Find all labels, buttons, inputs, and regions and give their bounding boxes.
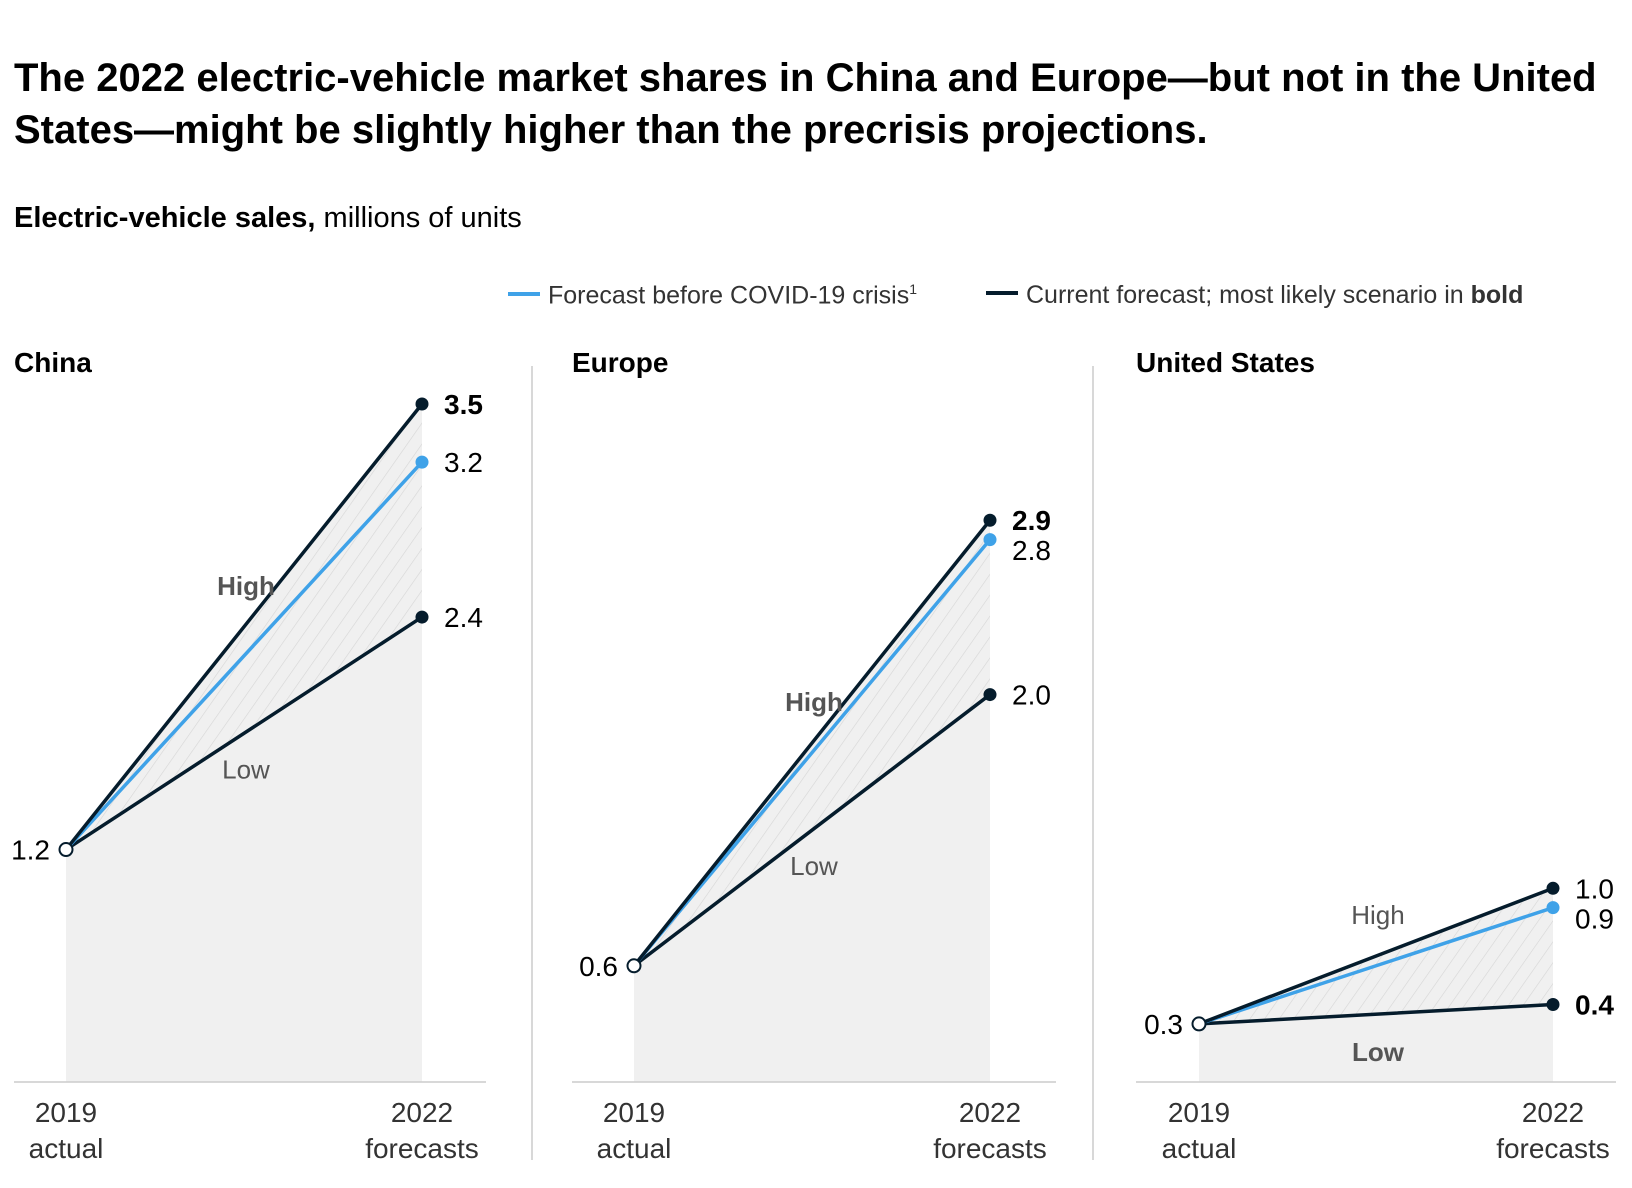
data-label-start: 0.6 [579,951,618,982]
point-low-2022 [415,610,429,624]
data-label-start: 0.3 [1144,1009,1183,1040]
x-tick-label: actual [597,1133,672,1164]
point-high-2022 [415,397,429,411]
point-high-2022 [983,513,997,527]
x-tick-label: 2019 [603,1097,665,1128]
legend-label-bold: bold [1470,281,1524,309]
x-tick-label: forecasts [365,1133,479,1164]
x-tick-label: 2022 [1522,1097,1584,1128]
series-line-precrisis [64,460,424,852]
legend-item-precrisis: Forecast before COVID-19 crisis1 [508,281,917,310]
annotation-low: Low [1352,1037,1405,1067]
data-label-precrisis: 3.2 [444,447,483,478]
point-start-2019 [58,842,74,858]
data-label-precrisis: 0.9 [1575,903,1614,934]
annotation-high: High [785,687,843,717]
subtitle-bold: Electric-vehicle sales, [14,202,316,234]
series-line-high [64,402,424,852]
legend-label-precrisis: Forecast before COVID-19 crisis [548,281,910,310]
data-label-current-low: 0.4 [1575,990,1614,1021]
annotation-low: Low [222,754,270,784]
data-label-current-low: 2.0 [1012,680,1051,711]
point-high-2022 [1546,881,1560,895]
data-label-precrisis: 2.8 [1012,535,1051,566]
panel-title: Europe [572,347,668,378]
x-tick-label: actual [29,1133,104,1164]
chart-title: The 2022 electric-vehicle market shares … [14,56,1597,152]
point-low-2022 [1546,998,1560,1012]
x-tick-label: 2022 [959,1097,1021,1128]
series-line-high [1197,886,1555,1026]
point-start-2019 [626,958,642,974]
data-label-current-low: 2.4 [444,602,483,633]
point-precrisis-2022 [1546,901,1560,915]
x-tick-label: 2019 [1168,1097,1230,1128]
series-line-low [1197,1002,1555,1026]
x-tick-label: forecasts [933,1133,1047,1164]
annotation-low: Low [790,851,838,881]
series-line-precrisis [1197,905,1555,1026]
series-line-low [64,615,424,852]
x-tick-label: forecasts [1496,1133,1610,1164]
data-label-start: 1.2 [11,835,50,866]
point-precrisis-2022 [415,455,429,469]
panel-title: China [14,347,92,378]
legend-swatch-precrisis [508,291,540,296]
legend-label-current: Current forecast; most likely scenario i… [1026,281,1471,309]
panel-title: United States [1136,347,1315,378]
point-precrisis-2022 [983,533,997,547]
subtitle-units: millions of units [315,202,522,234]
annotation-high: High [217,571,275,601]
x-tick-label: actual [1162,1133,1237,1164]
data-label-current-high: 1.0 [1575,873,1614,904]
x-tick-label: 2022 [391,1097,453,1128]
x-tick-label: 2019 [35,1097,97,1128]
annotation-high: High [1351,900,1404,930]
legend-swatch-current [986,291,1018,296]
data-label-current-high: 3.5 [444,389,483,420]
series-line-low [632,692,992,968]
legend-footnote-marker: 1 [909,281,918,297]
point-start-2019 [1191,1016,1207,1032]
data-label-current-high: 2.9 [1012,505,1051,536]
chart-subtitle: Electric-vehicle sales, millions of unit… [14,202,522,235]
point-low-2022 [983,688,997,702]
series-line-high [632,518,992,968]
legend-item-current: Current forecast; most likely scenario i… [986,281,1523,310]
series-line-precrisis [632,537,992,968]
